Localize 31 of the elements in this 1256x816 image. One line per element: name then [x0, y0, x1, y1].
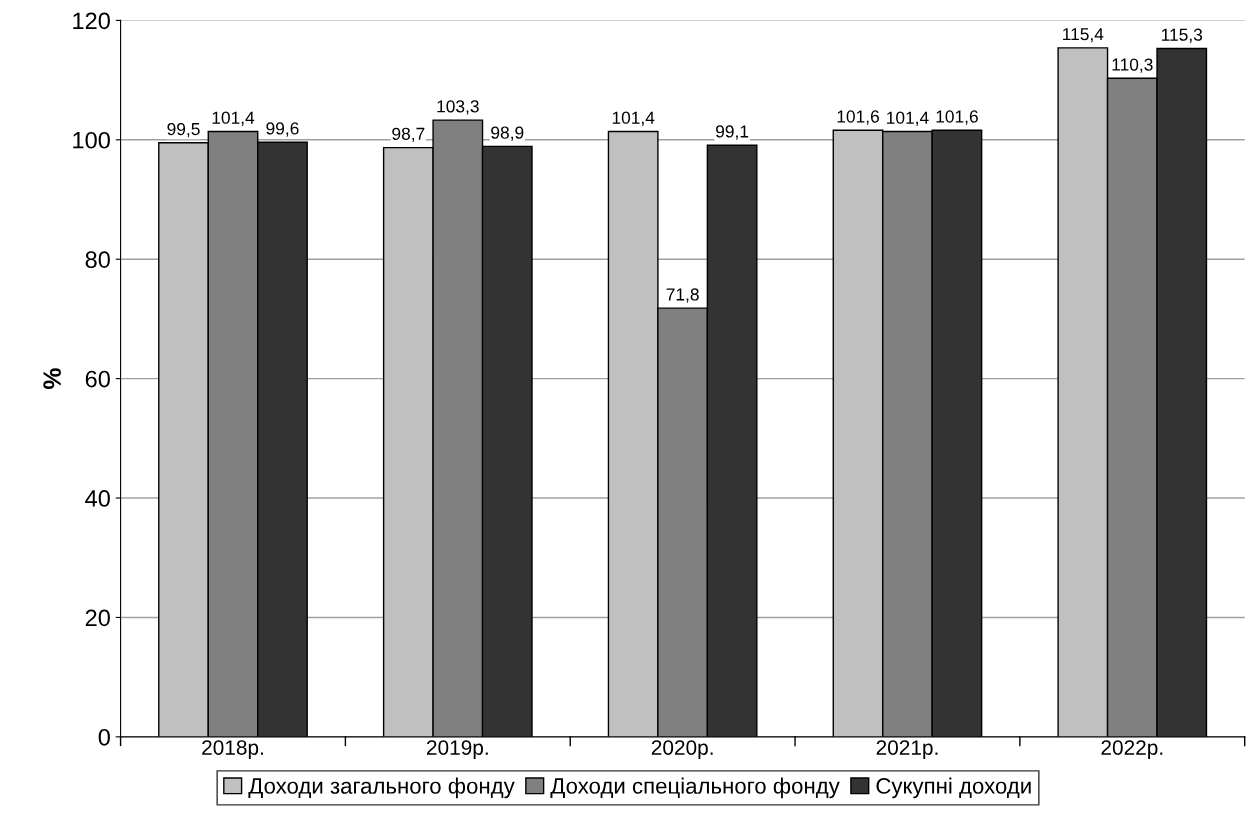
data-label: 99,1 — [716, 125, 749, 140]
y-tick-label: 60 — [85, 370, 110, 388]
data-label: 99,6 — [266, 122, 299, 137]
y-tick-label: 20 — [85, 609, 110, 627]
data-label: 115,4 — [1063, 28, 1104, 43]
data-label: 101,6 — [837, 110, 879, 125]
y-tick-label: 0 — [98, 728, 110, 746]
data-label: 98,9 — [491, 126, 524, 141]
legend-label: Сукупні доходи — [876, 777, 1031, 799]
data-label: 110,3 — [1112, 58, 1153, 73]
data-label: 101,6 — [936, 110, 978, 125]
data-label: 101,4 — [612, 111, 655, 126]
y-tick-label: 100 — [73, 131, 110, 149]
data-label: 101,4 — [887, 111, 929, 126]
y-axis-title: % — [43, 368, 61, 390]
x-tick-label: 2020р. — [651, 740, 713, 760]
data-label: 103,3 — [437, 100, 479, 115]
x-tick-label: 2022р. — [1101, 740, 1163, 760]
data-label: 115,3 — [1161, 28, 1203, 43]
data-label: 98,7 — [392, 127, 425, 143]
x-tick-label: 2019р. — [427, 740, 488, 760]
legend-label: Доходи спеціального фонду — [550, 777, 840, 799]
legend-label: Доходи загального фонду — [248, 777, 515, 799]
data-label: 71,8 — [666, 288, 699, 303]
x-tick-label: 2021р. — [876, 740, 938, 760]
data-label: 99,5 — [167, 122, 200, 138]
y-tick-label: 40 — [85, 490, 110, 507]
y-tick-label: 80 — [85, 251, 110, 268]
y-tick-label: 120 — [73, 12, 110, 30]
x-tick-label: 2018р. — [202, 740, 263, 760]
data-label: 101,4 — [212, 111, 255, 126]
